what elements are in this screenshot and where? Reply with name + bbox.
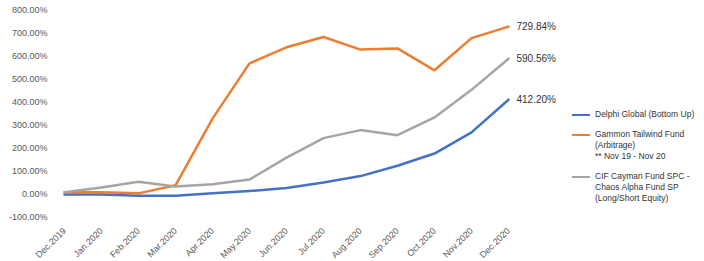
html-text:CIF Cayman Fund SPC - Chaos Al: CIF Cayman Fund SPC - Chaos Alpha Fund S… bbox=[595, 170, 690, 203]
html-text:Gammon Tailwind Fund (Arbitrag: Gammon Tailwind Fund (Arbitrage) bbox=[595, 128, 685, 150]
svg-text:412.20%: 412.20% bbox=[517, 94, 557, 105]
svg-text:300.00%: 300.00% bbox=[12, 120, 48, 130]
svg-text:May.2020: May.2020 bbox=[218, 226, 253, 261]
html-text:** Nov 19 - Nov 20: ** Nov 19 - Nov 20 bbox=[595, 150, 666, 161]
svg-text:800.00%: 800.00% bbox=[12, 5, 48, 15]
svg-text:729.84%: 729.84% bbox=[517, 21, 557, 32]
svg-text:400.00%: 400.00% bbox=[12, 97, 48, 107]
svg-text:Mar.2020: Mar.2020 bbox=[145, 226, 179, 260]
svg-text:Dec.2020: Dec.2020 bbox=[478, 226, 512, 260]
svg-text:0.00%: 0.00% bbox=[22, 189, 48, 199]
svg-text:700.00%: 700.00% bbox=[12, 28, 48, 38]
html-text:Delphi Global (Bottom Up): Delphi Global (Bottom Up) bbox=[595, 108, 695, 119]
svg-text:100.00%: 100.00% bbox=[12, 166, 48, 176]
svg-text:Oct.2020: Oct.2020 bbox=[405, 226, 438, 259]
svg-text:200.00%: 200.00% bbox=[12, 143, 48, 153]
svg-text:Jun.2020: Jun.2020 bbox=[257, 226, 290, 259]
svg-text:Nov.2020: Nov.2020 bbox=[441, 226, 475, 260]
svg-text:Jul.2020: Jul.2020 bbox=[296, 226, 327, 257]
svg-text:600.00%: 600.00% bbox=[12, 51, 48, 61]
svg-text:Sep.2020: Sep.2020 bbox=[367, 226, 401, 260]
svg-text:Aug.2020: Aug.2020 bbox=[330, 226, 364, 260]
svg-text:500.00%: 500.00% bbox=[12, 74, 48, 84]
svg-text:590.56%: 590.56% bbox=[517, 53, 557, 64]
svg-text:Feb.2020: Feb.2020 bbox=[108, 226, 142, 260]
svg-text:-100.00%: -100.00% bbox=[9, 212, 48, 222]
svg-text:Apr.2020: Apr.2020 bbox=[183, 226, 216, 259]
svg-text:Dec.2019: Dec.2019 bbox=[34, 226, 68, 260]
svg-text:Jan.2020: Jan.2020 bbox=[72, 226, 105, 259]
